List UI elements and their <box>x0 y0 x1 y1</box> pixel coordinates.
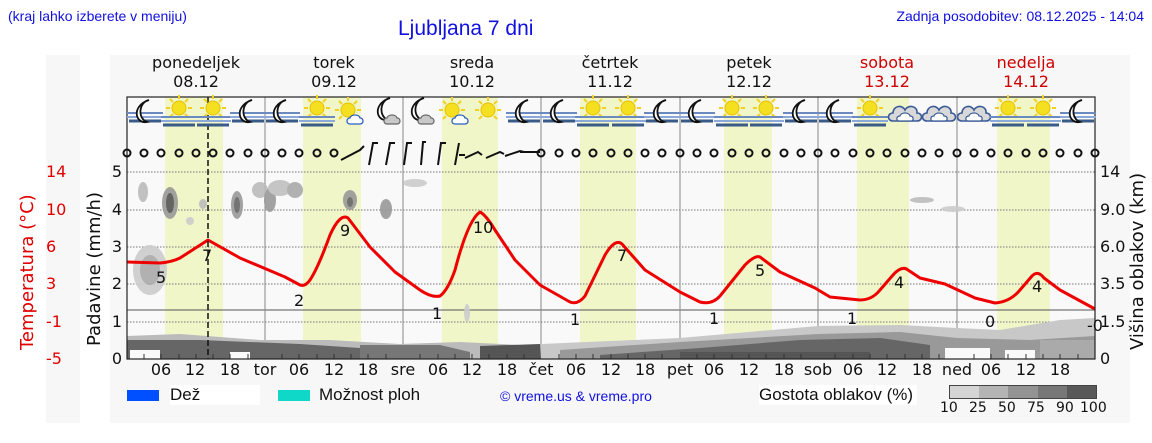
cloud-blobs <box>138 179 965 322</box>
precip-axis-title: Padavine (mm/h) <box>84 192 105 346</box>
wind-row <box>122 148 1100 158</box>
max-label: 4 <box>894 273 905 292</box>
cloud-height-axis-title: Višina oblakov (km) <box>1127 172 1148 350</box>
day-label-mon: ponedeljek 08.12 <box>152 53 240 91</box>
max-label: 7 <box>202 246 213 265</box>
min-label: 2 <box>294 291 305 310</box>
min-label: 0 <box>985 312 996 331</box>
min-label: -0 <box>1087 316 1103 335</box>
max-label: 7 <box>617 246 628 265</box>
max-label: 10 <box>473 218 494 237</box>
rain-label: Dež <box>170 385 260 405</box>
min-label: 1 <box>570 310 581 329</box>
last-updated: Zadnja posodobitev: 08.12.2025 - 14:04 <box>896 8 1144 24</box>
min-label: 1 <box>709 309 720 328</box>
storm-swatch <box>278 390 310 401</box>
max-label: 9 <box>340 221 351 240</box>
min-label: 1 <box>432 304 443 323</box>
x-axis-labels: 06 12 18 tor 06 12 18 sre 06 12 18 čet 0… <box>150 360 1071 379</box>
day-label-sun: nedelja 14.12 <box>996 53 1056 91</box>
day-header: ponedeljek 08.12 torek 09.12 sreda 10.12 če… <box>127 53 1095 93</box>
credit-link[interactable]: © vreme.us & vreme.pro <box>500 388 652 404</box>
day-label-wed: sreda 10.12 <box>449 53 495 91</box>
max-label: 5 <box>755 261 766 280</box>
min-label: 5 <box>156 268 167 287</box>
rain-swatch <box>127 390 159 401</box>
day-label-thu: četrtek 11.12 <box>581 53 639 91</box>
cloud-density-scale <box>949 385 1097 399</box>
day-label-sat: sobota 13.12 <box>859 53 915 91</box>
storm-label: Možnost ploh <box>319 385 421 404</box>
page-title: Ljubljana 7 dni <box>398 17 534 40</box>
day-label-tue: torek 09.12 <box>311 53 357 91</box>
cloud-density-label: Gostota oblakov (%) <box>759 385 918 405</box>
temp-axis-panel <box>46 55 80 423</box>
temperature-line <box>126 210 1096 311</box>
day-label-fri: petek 12.12 <box>726 53 772 91</box>
wind-barbs <box>340 141 540 166</box>
max-label: 4 <box>1032 277 1043 296</box>
temp-axis-title: Temperatura (°C) <box>17 194 38 350</box>
legend: Dež Možnost ploh © vreme.us & vreme.pro … <box>127 385 1127 416</box>
location-hint: (kraj lahko izberete v meniju) <box>8 8 187 24</box>
x-ticks <box>143 354 1079 359</box>
min-label: 1 <box>847 309 858 328</box>
